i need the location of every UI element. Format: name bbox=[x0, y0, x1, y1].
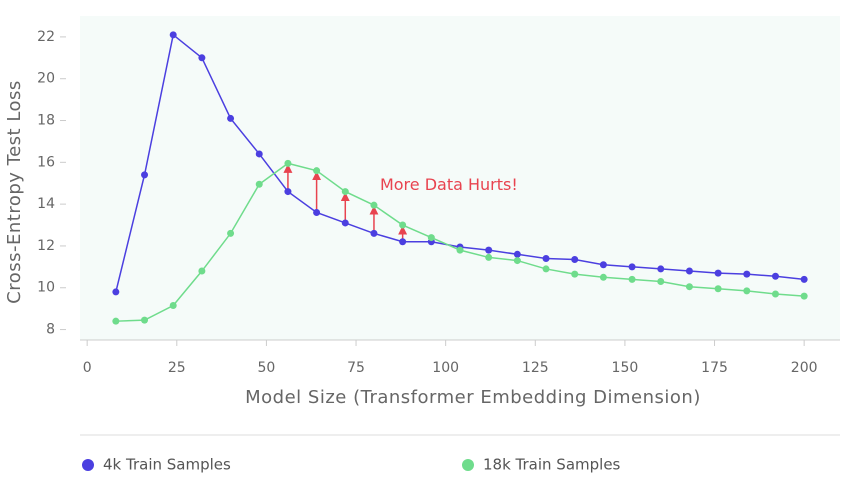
data-point bbox=[141, 316, 149, 324]
x-tick-label: 25 bbox=[168, 360, 186, 376]
data-point bbox=[542, 254, 550, 262]
data-point bbox=[599, 261, 607, 269]
y-tick-label: 14 bbox=[37, 196, 55, 212]
data-point bbox=[599, 273, 607, 281]
data-point bbox=[198, 267, 206, 275]
data-point bbox=[542, 265, 550, 273]
data-point bbox=[485, 253, 493, 261]
data-point bbox=[456, 246, 464, 254]
data-point bbox=[513, 250, 521, 258]
data-point bbox=[571, 256, 579, 264]
data-point bbox=[370, 201, 378, 209]
data-point bbox=[771, 272, 779, 280]
data-point bbox=[800, 275, 808, 283]
x-tick-label: 100 bbox=[432, 360, 459, 376]
data-point bbox=[714, 285, 722, 293]
data-point bbox=[399, 221, 407, 229]
data-point bbox=[743, 287, 751, 295]
data-point bbox=[743, 270, 751, 278]
data-point bbox=[255, 150, 263, 158]
data-point bbox=[628, 275, 636, 283]
y-tick-label: 18 bbox=[37, 113, 55, 129]
data-point bbox=[657, 277, 665, 285]
data-point bbox=[284, 188, 292, 196]
data-point bbox=[571, 270, 579, 278]
data-point bbox=[685, 267, 693, 275]
plot-background bbox=[80, 16, 840, 340]
y-tick-label: 10 bbox=[37, 280, 55, 296]
y-tick-label: 12 bbox=[37, 238, 55, 254]
data-point bbox=[685, 283, 693, 291]
data-point bbox=[198, 54, 206, 62]
annotation: More Data Hurts! bbox=[380, 175, 518, 194]
data-point bbox=[628, 263, 636, 271]
x-tick-label: 0 bbox=[83, 360, 92, 376]
data-point bbox=[513, 257, 521, 265]
x-axis-label: Model Size (Transformer Embedding Dimens… bbox=[245, 387, 701, 408]
data-point bbox=[227, 229, 235, 237]
data-point bbox=[399, 238, 407, 246]
data-point bbox=[227, 114, 235, 122]
x-tick-label: 150 bbox=[612, 360, 639, 376]
data-point bbox=[255, 180, 263, 188]
x-tick-label: 50 bbox=[258, 360, 276, 376]
data-point bbox=[370, 229, 378, 237]
data-point bbox=[485, 246, 493, 254]
data-point bbox=[313, 208, 321, 216]
data-point bbox=[427, 234, 435, 242]
x-tick-label: 125 bbox=[522, 360, 549, 376]
legend-label: 18k Train Samples bbox=[483, 456, 621, 474]
data-point bbox=[169, 31, 177, 39]
y-tick-label: 8 bbox=[46, 322, 55, 338]
x-tick-label: 200 bbox=[791, 360, 818, 376]
data-point bbox=[714, 269, 722, 277]
data-point bbox=[800, 292, 808, 300]
data-point bbox=[771, 290, 779, 298]
y-tick-label: 20 bbox=[37, 71, 55, 87]
data-point bbox=[657, 265, 665, 273]
y-tick-label: 22 bbox=[37, 29, 55, 45]
x-tick-label: 175 bbox=[701, 360, 728, 376]
data-point bbox=[169, 302, 177, 310]
y-tick-label: 16 bbox=[37, 154, 55, 170]
data-point bbox=[341, 219, 349, 227]
data-point bbox=[313, 167, 321, 175]
data-point bbox=[112, 288, 120, 296]
legend-marker bbox=[462, 459, 474, 471]
data-point bbox=[284, 159, 292, 167]
legend-label: 4k Train Samples bbox=[103, 456, 231, 474]
legend-marker bbox=[82, 459, 94, 471]
data-point bbox=[112, 317, 120, 325]
data-point bbox=[341, 188, 349, 196]
x-tick-label: 75 bbox=[347, 360, 365, 376]
y-axis-label: Cross-Entropy Test Loss bbox=[4, 80, 25, 304]
data-point bbox=[141, 171, 149, 179]
